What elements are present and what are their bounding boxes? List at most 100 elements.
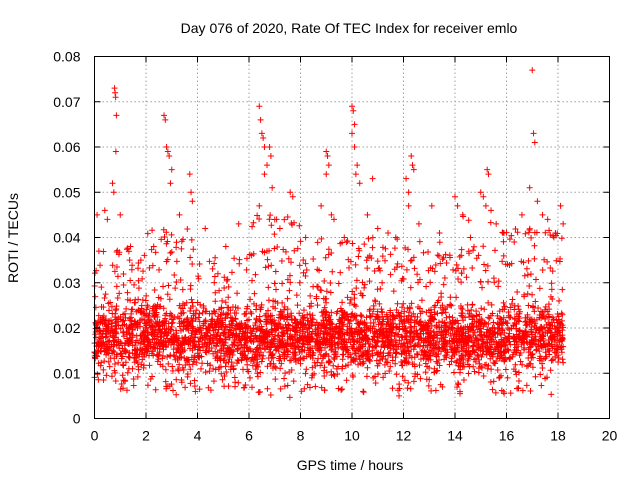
data-point [95, 312, 102, 319]
data-point [218, 370, 225, 377]
data-point [315, 330, 322, 337]
data-point [357, 360, 364, 367]
data-point [195, 354, 202, 361]
data-point [331, 325, 338, 332]
data-point [92, 325, 99, 332]
data-point [364, 353, 371, 360]
y-axis-tick-labels: 0 0.01 0.02 0.03 0.04 0.05 0.06 0.07 0.08 [53, 49, 80, 427]
data-point [135, 363, 142, 370]
data-point [164, 335, 171, 342]
data-point [112, 94, 119, 101]
data-point [271, 280, 278, 287]
data-point [353, 277, 360, 284]
data-point [378, 306, 385, 313]
data-point [157, 336, 164, 343]
data-point [369, 352, 376, 359]
data-point [373, 313, 380, 320]
data-point [202, 369, 209, 376]
data-point [112, 378, 119, 385]
data-point [261, 344, 268, 351]
data-point [344, 327, 351, 334]
data-point [177, 305, 184, 312]
data-point [450, 369, 457, 376]
data-point [271, 322, 278, 329]
data-point [98, 284, 105, 291]
data-point [206, 258, 213, 265]
data-point [339, 315, 346, 322]
data-point [318, 202, 325, 209]
data-point [287, 279, 294, 286]
data-point [523, 382, 530, 389]
data-point [378, 343, 385, 350]
data-point [179, 300, 186, 307]
data-point [216, 287, 223, 294]
data-point [335, 334, 342, 341]
data-point [304, 329, 311, 336]
data-point [224, 276, 231, 283]
data-point [376, 300, 383, 307]
data-point [264, 363, 271, 370]
data-point [351, 312, 358, 319]
data-point [225, 347, 232, 354]
data-point [126, 324, 133, 331]
data-point [217, 335, 224, 342]
data-point [385, 315, 392, 322]
data-point [301, 322, 308, 329]
data-point [262, 264, 269, 271]
data-point [386, 367, 393, 374]
data-point [184, 226, 191, 233]
data-point [367, 313, 374, 320]
data-point [254, 370, 261, 377]
data-point [331, 335, 338, 342]
data-point [278, 257, 285, 264]
data-point [101, 294, 108, 301]
data-point [362, 340, 369, 347]
data-point [228, 342, 235, 349]
data-point [374, 225, 381, 232]
data-point [266, 317, 273, 324]
data-point [323, 171, 330, 178]
data-point [188, 314, 195, 321]
data-point [171, 272, 178, 279]
data-point [170, 331, 177, 338]
data-point [188, 330, 195, 337]
data-point [291, 349, 298, 356]
data-point [482, 202, 489, 209]
data-point [101, 358, 108, 365]
data-point [120, 270, 127, 277]
data-point [212, 254, 219, 261]
data-point [351, 345, 358, 352]
data-point [212, 298, 219, 305]
data-point [275, 348, 282, 355]
data-point [347, 351, 354, 358]
data-point [387, 251, 394, 258]
data-point [350, 333, 357, 340]
data-point [100, 366, 107, 373]
data-point [307, 292, 314, 299]
data-point [321, 387, 328, 394]
data-point [218, 323, 225, 330]
data-point [339, 239, 346, 246]
x-axis-title: GPS time / hours [297, 457, 404, 473]
data-point [258, 130, 265, 137]
data-point [531, 308, 538, 315]
data-point [266, 339, 273, 346]
data-point [209, 316, 216, 323]
data-point [105, 358, 112, 365]
data-point [173, 349, 180, 356]
data-point [366, 344, 373, 351]
data-point [363, 350, 370, 357]
data-point [185, 356, 192, 363]
data-point [335, 363, 342, 370]
data-point [481, 306, 488, 313]
data-point [118, 340, 125, 347]
data-point [206, 368, 213, 375]
data-point [129, 334, 136, 341]
data-point [372, 328, 379, 335]
data-point [317, 286, 324, 293]
data-point [161, 112, 168, 119]
data-point [256, 202, 263, 209]
data-point [149, 262, 156, 269]
data-point [137, 317, 144, 324]
data-point [277, 315, 284, 322]
